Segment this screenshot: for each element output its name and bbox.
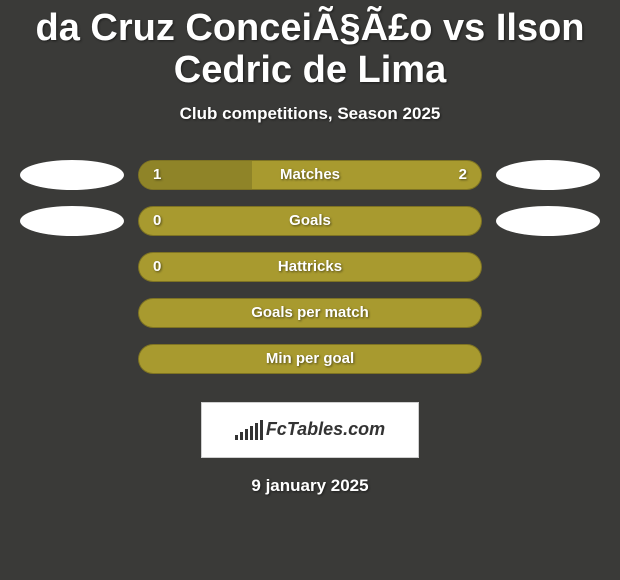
stat-row: Goals per match <box>0 298 620 328</box>
comparison-card: da Cruz ConceiÃ§Ã£o vs Ilson Cedric de L… <box>0 0 620 580</box>
player-avatar-right <box>496 160 600 190</box>
stat-bar-label: Matches <box>139 161 481 189</box>
stat-bar: Goals per match <box>138 298 482 328</box>
logo-text: FcTables.com <box>266 419 385 440</box>
stat-bar-value-right: 2 <box>459 161 467 189</box>
stat-bar: Goals0 <box>138 206 482 236</box>
logo-bar <box>245 429 248 440</box>
stat-bar-label: Min per goal <box>139 345 481 373</box>
player-avatar-right <box>496 344 600 374</box>
fctables-logo: FcTables.com <box>201 402 419 458</box>
logo-bar <box>260 420 263 440</box>
stat-bar-label: Goals <box>139 207 481 235</box>
stat-row: Matches1 2 <box>0 160 620 190</box>
logo-bar <box>250 426 253 440</box>
player-avatar-left <box>20 252 124 282</box>
player-avatar-left <box>20 160 124 190</box>
stat-list: Matches12Goals0Hattricks0Goals per match… <box>0 160 620 374</box>
stat-row: Hattricks0 <box>0 252 620 282</box>
stat-bar-value-left: 0 <box>153 253 161 281</box>
logo-bar <box>240 432 243 440</box>
stat-bar-label: Goals per match <box>139 299 481 327</box>
player-avatar-right <box>496 298 600 328</box>
player-avatar-right <box>496 206 600 236</box>
page-title: da Cruz ConceiÃ§Ã£o vs Ilson Cedric de L… <box>0 0 620 92</box>
stat-bar: Min per goal <box>138 344 482 374</box>
player-avatar-left <box>20 298 124 328</box>
stat-row: Goals0 <box>0 206 620 236</box>
logo-bar <box>235 435 238 440</box>
logo-bars-icon <box>235 420 263 440</box>
subtitle: Club competitions, Season 2025 <box>0 104 620 124</box>
stat-bar-value-left: 0 <box>153 207 161 235</box>
logo-bar <box>255 423 258 440</box>
date-label: 9 january 2025 <box>0 476 620 496</box>
player-avatar-left <box>20 206 124 236</box>
stat-bar-label: Hattricks <box>139 253 481 281</box>
player-avatar-right <box>496 252 600 282</box>
player-avatar-left <box>20 344 124 374</box>
stat-bar: Hattricks0 <box>138 252 482 282</box>
stat-bar: Matches1 2 <box>138 160 482 190</box>
stat-bar-value-left: 1 <box>153 161 161 189</box>
stat-row: Min per goal <box>0 344 620 374</box>
